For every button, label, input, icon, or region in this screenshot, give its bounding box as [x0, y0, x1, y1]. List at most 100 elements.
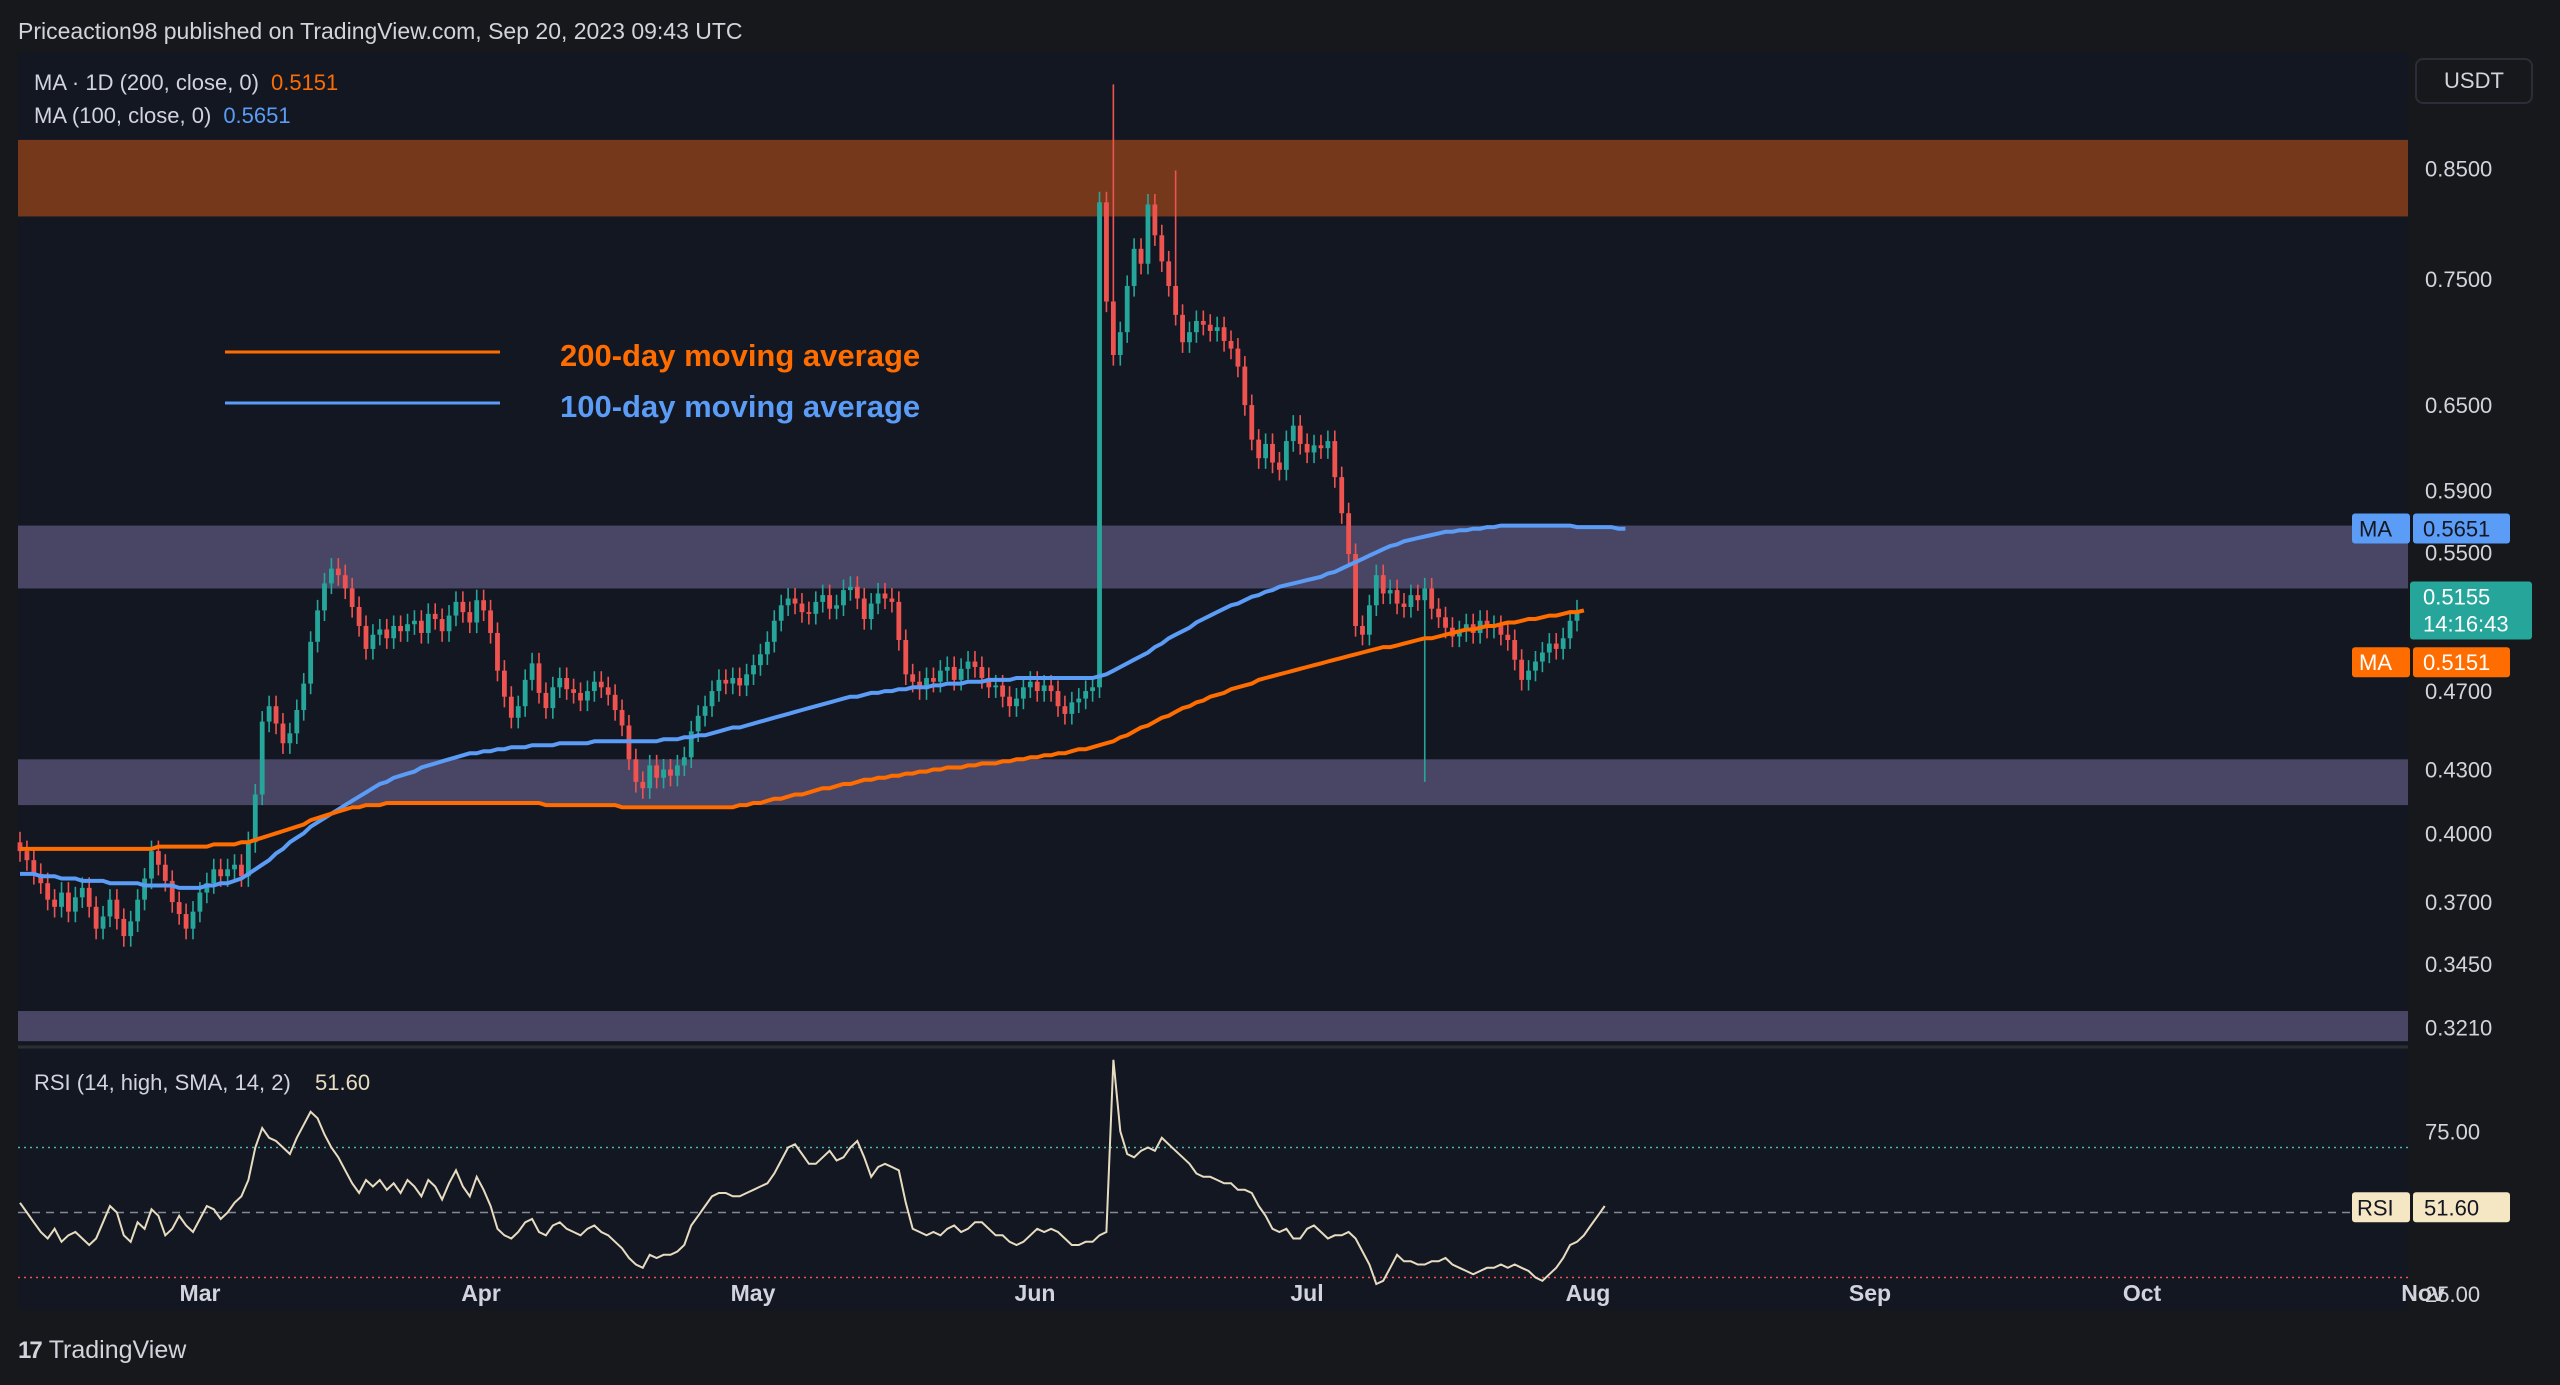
tradingview-brand[interactable]: 17 TradingView: [18, 1336, 186, 1365]
candle-body: [225, 869, 230, 877]
candle-body: [24, 851, 30, 861]
y-tick-label: 0.3210: [2425, 1015, 2492, 1040]
candle-body: [1027, 681, 1033, 688]
y-tick-label: 0.7500: [2425, 267, 2492, 292]
candle-body: [114, 899, 120, 919]
candle-body: [156, 851, 161, 865]
candle-body: [183, 914, 189, 929]
candle-body: [889, 598, 895, 602]
candle-body: [1194, 321, 1199, 333]
rsi-legend-label: RSI (14, high, SMA, 14, 2): [34, 1070, 291, 1095]
candle-body: [1242, 366, 1248, 406]
y-tick-label: 0.4700: [2425, 679, 2492, 704]
candle-body: [384, 629, 390, 639]
candle-body: [266, 706, 272, 722]
candle-body: [1263, 443, 1268, 459]
candle-body: [315, 610, 320, 642]
candle-body: [979, 666, 985, 679]
candle-body: [1380, 575, 1386, 594]
tag-last-countdown: 14:16:43: [2423, 612, 2509, 637]
publish-info: Priceaction98 published on TradingView.c…: [18, 18, 743, 44]
y-tick-label: 0.4000: [2425, 821, 2492, 846]
candle-body: [239, 864, 244, 877]
candle-body: [1283, 441, 1289, 470]
ma100-line: [20, 523, 1626, 890]
candle-body: [1090, 687, 1095, 692]
candle-body: [169, 880, 175, 903]
candle-body: [1173, 285, 1179, 315]
candle-body: [190, 911, 196, 929]
candle-body: [398, 625, 403, 632]
candle-body: [218, 869, 224, 877]
candle-body: [1256, 439, 1262, 459]
candle-body: [1526, 670, 1531, 680]
zone-resistance-high: [18, 139, 2408, 217]
y-tick-label: 0.8500: [2425, 156, 2492, 181]
candle-body: [806, 612, 812, 614]
candle-body: [675, 765, 680, 776]
candle-body: [1249, 405, 1255, 440]
candle-body: [100, 916, 106, 929]
candle-body: [820, 595, 826, 602]
candle-body: [543, 692, 549, 709]
candle-body: [598, 681, 604, 688]
candle-body: [377, 629, 383, 635]
candle-body: [93, 906, 99, 929]
x-tick-label: May: [731, 1280, 776, 1306]
candle-body: [439, 619, 445, 632]
candle-body: [661, 769, 666, 778]
candle-body: [1166, 261, 1172, 286]
candle-body: [640, 781, 646, 789]
candle-body: [287, 733, 293, 744]
candle-body: [1083, 691, 1089, 699]
rsi-pane: [18, 1050, 2408, 1310]
candle-body: [121, 918, 127, 937]
candle-body: [1574, 610, 1580, 621]
candle-body: [45, 883, 51, 900]
candle-body: [508, 696, 514, 718]
candle-body: [301, 683, 307, 711]
candle-body: [647, 765, 653, 789]
quote-currency-button[interactable]: USDT: [2415, 58, 2533, 104]
candle-body: [854, 586, 860, 599]
x-tick-label: Jun: [1015, 1280, 1056, 1306]
candle-body: [322, 583, 327, 611]
candle-body: [1097, 202, 1102, 688]
candle-body: [841, 590, 846, 606]
candle-body: [1207, 324, 1213, 331]
candle-body: [709, 691, 715, 707]
candle-body: [1456, 631, 1462, 637]
candle-body: [432, 613, 438, 620]
candle-body: [176, 902, 182, 915]
candle-body: [827, 595, 833, 609]
zone-support-mid: [18, 759, 2408, 806]
legend-ma100-value: 0.5651: [223, 103, 291, 128]
candle-body: [335, 568, 341, 576]
y-tick-label: 0.4300: [2425, 758, 2492, 783]
candle-body: [474, 600, 480, 623]
candle-body: [294, 710, 300, 734]
candle-body: [1401, 603, 1407, 607]
candle-body: [1297, 425, 1303, 444]
candle-body: [882, 593, 888, 599]
candle-body: [896, 601, 902, 641]
candle-body: [529, 663, 535, 680]
candle-body: [86, 887, 92, 907]
candle-body: [1214, 327, 1220, 331]
candle-body: [1498, 625, 1504, 635]
candle-body: [1387, 590, 1393, 594]
candle-body: [467, 612, 473, 623]
candle-body: [903, 640, 909, 675]
candle-body: [1519, 659, 1525, 680]
rsi-tag-label-box: [2352, 1192, 2410, 1223]
candle-body: [349, 588, 355, 607]
candle-body: [633, 759, 639, 782]
candle-body: [1152, 204, 1158, 236]
tag-ma200-value: 0.5151: [2423, 650, 2490, 675]
candle-body: [1277, 462, 1282, 470]
candle-body: [1373, 575, 1379, 606]
candle-body: [848, 586, 853, 591]
candle-body: [1048, 685, 1054, 692]
